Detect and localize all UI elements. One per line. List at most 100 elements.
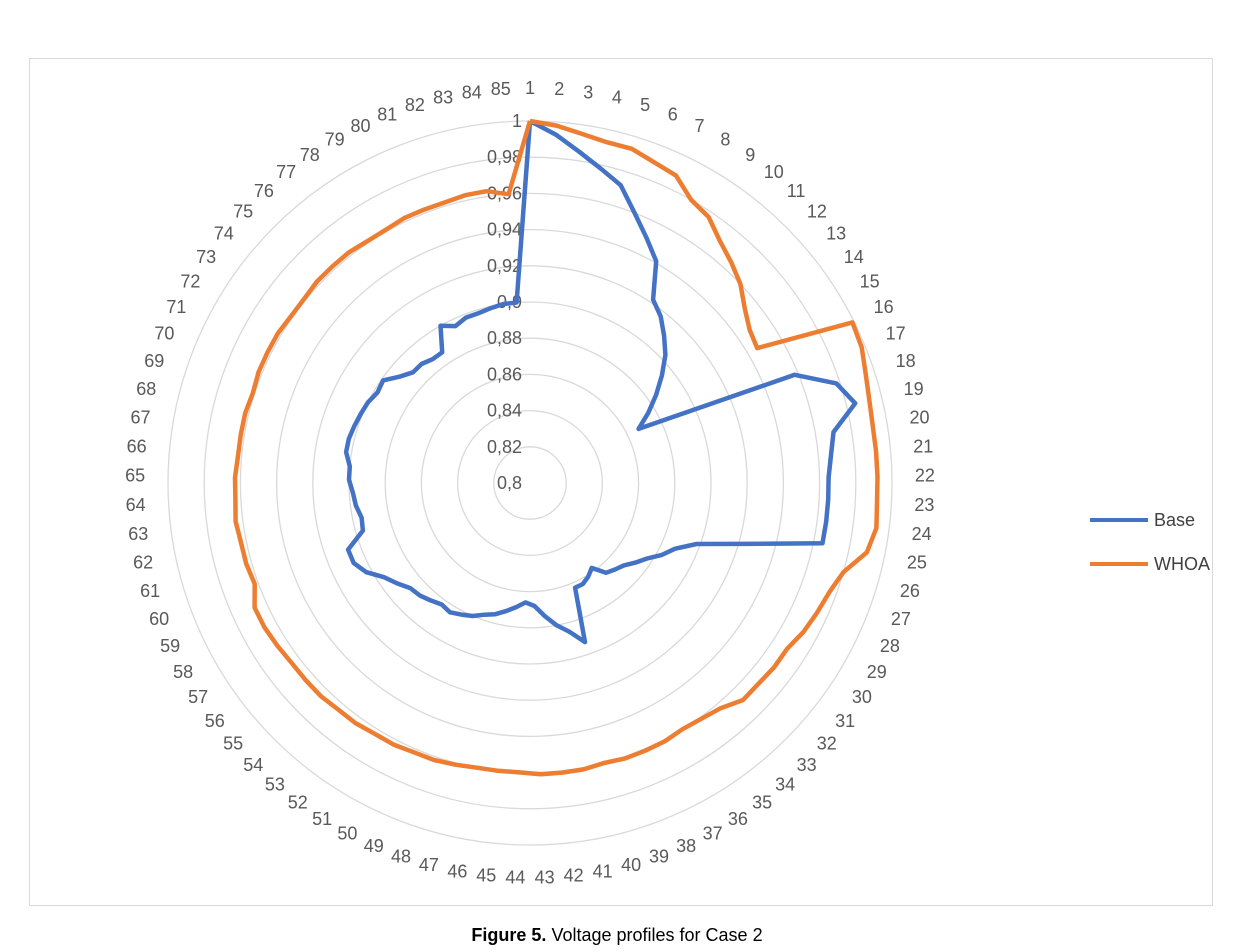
category-label: 6 [668, 105, 678, 125]
category-label: 10 [764, 162, 784, 182]
category-label: 65 [125, 466, 145, 486]
category-label: 68 [136, 379, 156, 399]
category-label: 41 [593, 861, 613, 881]
category-label: 11 [787, 181, 806, 201]
radar-gridline [384, 337, 676, 629]
category-label: 18 [896, 351, 916, 371]
category-label: 31 [835, 711, 855, 731]
category-label: 73 [196, 247, 216, 267]
category-label: 26 [900, 581, 920, 601]
category-label: 42 [564, 866, 584, 886]
radar-gridline [275, 228, 785, 738]
category-label: 15 [860, 271, 880, 291]
category-label: 20 [909, 408, 929, 428]
category-label: 78 [300, 145, 320, 165]
category-label: 62 [133, 553, 153, 573]
category-label: 22 [915, 466, 935, 486]
category-label: 76 [254, 181, 274, 201]
radial-tick-label: 0,8 [497, 473, 522, 493]
category-label: 82 [405, 95, 425, 115]
radial-tick-label: 0,82 [487, 437, 522, 457]
category-label: 80 [350, 116, 370, 136]
radar-gridline [203, 156, 857, 810]
category-label: 44 [505, 868, 525, 888]
category-label: 83 [433, 88, 453, 108]
radial-tick-label: 0,98 [487, 147, 522, 167]
category-label: 34 [775, 775, 795, 795]
radial-tick-label: 0,84 [487, 401, 522, 421]
figure-caption: Figure 5. Voltage profiles for Case 2 [0, 925, 1234, 946]
series-lines [232, 118, 880, 777]
category-label: 72 [180, 271, 200, 291]
category-label: 79 [325, 130, 345, 150]
category-label: 66 [127, 437, 147, 457]
radial-tick-label: 0,86 [487, 364, 522, 384]
figure-caption-text: Voltage profiles for Case 2 [551, 925, 763, 945]
category-label: 2 [554, 79, 564, 99]
category-label: 50 [337, 823, 357, 843]
category-label: 39 [649, 846, 669, 866]
category-label: 33 [797, 755, 817, 775]
category-label: 4 [612, 88, 622, 108]
category-label: 35 [752, 793, 772, 813]
category-label: 49 [364, 836, 384, 856]
category-label: 16 [874, 297, 894, 317]
figure-number: Figure 5. [471, 925, 547, 945]
category-label: 7 [694, 116, 704, 136]
category-label: 12 [807, 202, 827, 222]
category-label: 23 [914, 495, 934, 515]
category-label: 19 [904, 379, 924, 399]
category-label: 43 [535, 868, 555, 888]
category-label: 51 [312, 809, 332, 829]
legend-label-base: Base [1154, 509, 1196, 530]
category-label: 67 [130, 408, 150, 428]
category-label: 54 [243, 755, 263, 775]
radial-tick-label: 1 [512, 111, 522, 131]
category-label: 75 [233, 202, 253, 222]
category-label: 14 [844, 247, 864, 267]
category-label: 5 [640, 95, 650, 115]
radial-tick-label: 0,92 [487, 256, 522, 276]
category-label: 64 [126, 495, 146, 515]
category-label: 38 [676, 836, 696, 856]
category-labels: 1 2 3 4 5 67891011121314151617181920212223242… [125, 78, 935, 888]
category-label: 57 [188, 687, 208, 707]
chart-area: 0,8 0,82 0,84 0,86 0,88 0,9 0,92 0,94 0,96 0,98 1 … [29, 58, 1213, 906]
legend-item-whoa: WHOA [1090, 551, 1210, 577]
series-line-whoa [232, 118, 880, 777]
radar-gridline [420, 373, 640, 593]
category-label: 58 [173, 662, 193, 682]
category-label: 40 [621, 855, 641, 875]
category-label: 52 [288, 793, 308, 813]
category-label: 81 [377, 105, 397, 125]
category-label: 63 [128, 524, 148, 544]
legend-swatch-base [1090, 518, 1148, 522]
radar-gridline [239, 192, 821, 774]
category-label: 70 [154, 324, 174, 344]
legend-label-whoa: WHOA [1154, 553, 1210, 574]
category-label: 37 [703, 823, 723, 843]
category-label: 48 [391, 846, 411, 866]
category-label: 1 [525, 78, 535, 98]
category-label: 3 [583, 82, 593, 102]
category-label: 21 [913, 437, 933, 457]
category-label: 46 [447, 861, 467, 881]
category-label: 85 [491, 79, 511, 99]
radar-gridline [312, 265, 748, 701]
category-label: 17 [886, 324, 906, 344]
category-label: 53 [265, 775, 285, 795]
category-label: 61 [140, 581, 160, 601]
category-label: 13 [826, 224, 846, 244]
radar-gridline [348, 301, 712, 665]
radar-gridline [456, 409, 604, 557]
radar-gridlines [167, 120, 893, 846]
category-label: 74 [214, 224, 234, 244]
category-label: 32 [817, 734, 837, 754]
legend-item-base: Base [1090, 507, 1210, 533]
category-label: 60 [149, 609, 169, 629]
category-label: 84 [462, 82, 482, 102]
category-label: 56 [205, 711, 225, 731]
category-label: 8 [720, 130, 730, 150]
category-label: 71 [166, 297, 186, 317]
category-label: 24 [912, 524, 932, 544]
